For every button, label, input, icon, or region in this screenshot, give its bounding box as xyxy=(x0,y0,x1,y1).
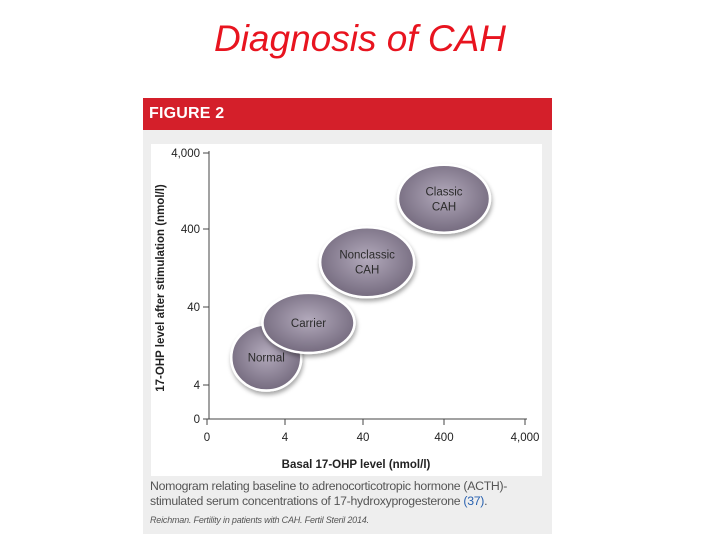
region-classic-cah: Classic CAH xyxy=(396,163,492,235)
y-tick-label: 40 xyxy=(187,302,200,314)
region-ellipse xyxy=(396,163,492,235)
x-tick-label: 40 xyxy=(357,432,370,444)
x-tick-label: 4,000 xyxy=(511,432,540,444)
region-label: CAH xyxy=(355,265,379,277)
caption-text: Nomogram relating baseline to adrenocort… xyxy=(150,479,508,508)
slide-title: Diagnosis of CAH xyxy=(213,18,506,59)
figure-panel: FIGURE 2 0 4 40 400 4,000 0 4 40 400 4,000 Normal… xyxy=(143,98,552,534)
nomogram-chart: 0 4 40 400 4,000 0 4 40 400 4,000 Normal Carrier No… xyxy=(151,144,542,476)
chart-axes: 0 4 40 400 4,000 0 4 40 400 4,000 xyxy=(171,148,539,444)
x-tick-label: 400 xyxy=(434,432,453,444)
figure-header: FIGURE 2 xyxy=(143,98,552,130)
region-label: Classic xyxy=(425,186,462,198)
caption-reference-link[interactable]: (37) xyxy=(463,494,485,508)
region-label: CAH xyxy=(432,201,456,213)
y-tick-label: 400 xyxy=(181,224,200,236)
x-axis-label: Basal 17-OHP level (nmol/l) xyxy=(282,459,431,471)
y-tick-label: 4,000 xyxy=(171,148,200,160)
region-ellipse xyxy=(261,291,356,355)
region-label: Normal xyxy=(248,353,285,365)
x-tick-label: 0 xyxy=(204,432,210,444)
chart-regions: Normal Carrier Nonclassic CAH Classic CAH xyxy=(230,163,492,392)
region-ellipse xyxy=(318,225,416,299)
y-axis-label: 17-OHP level after stimulation (nmol/l) xyxy=(155,184,167,392)
caption-end: . xyxy=(484,494,488,508)
region-carrier: Carrier xyxy=(261,291,356,355)
x-tick-label: 4 xyxy=(282,432,289,444)
figure-caption: Nomogram relating baseline to adrenocort… xyxy=(150,479,548,509)
region-label: Carrier xyxy=(291,318,326,330)
region-label: Nonclassic xyxy=(339,250,395,262)
region-nonclassic-cah: Nonclassic CAH xyxy=(318,225,416,299)
y-tick-label: 4 xyxy=(194,380,201,392)
y-tick-label: 0 xyxy=(194,414,200,426)
figure-label: FIGURE 2 xyxy=(149,105,225,122)
figure-citation: Reichman. Fertility in patients with CAH… xyxy=(150,515,369,525)
